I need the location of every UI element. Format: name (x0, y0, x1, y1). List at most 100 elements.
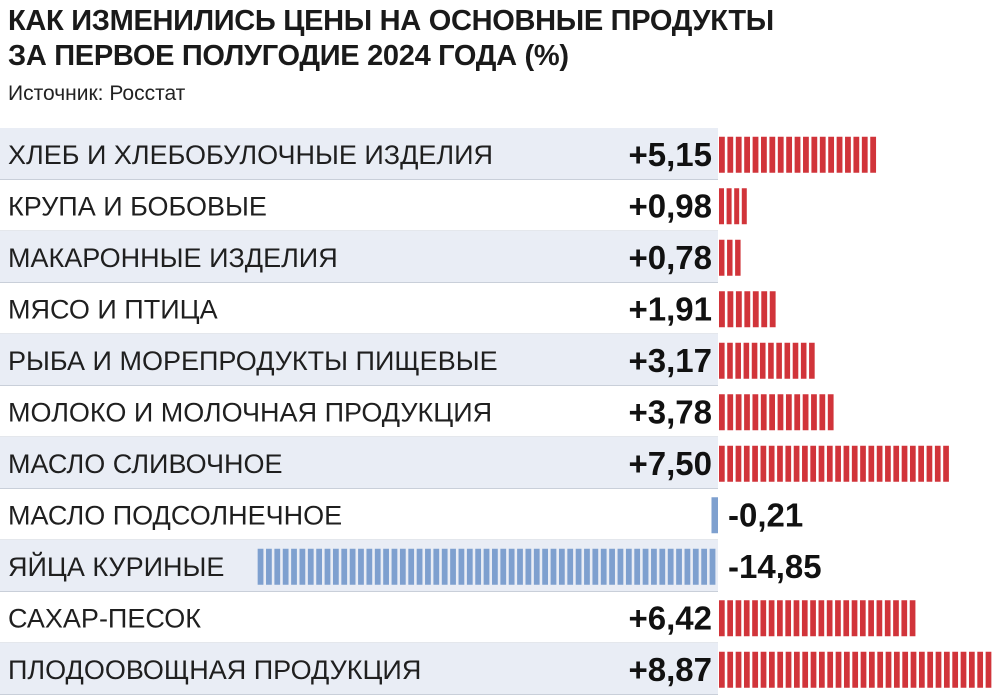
bar-9-segment (667, 548, 674, 585)
bar-9-segment (349, 548, 356, 585)
category-label-11: ПЛОДООВОЩНАЯ ПРОДУКЦИЯ (8, 655, 421, 685)
bar-6-segment (752, 394, 759, 431)
bar-7-segment (818, 445, 825, 482)
bar-5-segment (719, 342, 725, 379)
bar-7-segment (885, 445, 891, 482)
bar-9-segment (399, 548, 406, 585)
bar-11-segment (827, 651, 834, 688)
bar-9-segment (533, 548, 540, 585)
bar-9-segment (274, 548, 281, 585)
bar-10-segment (719, 600, 725, 637)
bar-9-segment (617, 548, 624, 585)
bar-2-segment (726, 188, 732, 225)
bar-11-segment (868, 651, 875, 688)
category-label-3: МАКАРОННЫЕ ИЗДЕЛИЯ (8, 243, 338, 273)
bar-1-segment (786, 136, 793, 173)
bar-9-segment (525, 548, 532, 585)
bar-9-segment (542, 548, 548, 585)
bar-9-segment (642, 548, 649, 585)
bar-6-segment (727, 394, 734, 431)
bar-9-segment (550, 548, 557, 585)
bar-6-segment (777, 394, 784, 431)
bar-9-segment (584, 548, 590, 585)
bar-8-segment (711, 497, 718, 534)
bar-9-segment (692, 548, 699, 585)
bar-10-segment (743, 600, 750, 637)
bar-5-segment (800, 342, 807, 379)
bar-1-segment (803, 136, 809, 173)
bar-4-segment (719, 291, 725, 328)
bar-10-segment (768, 600, 775, 637)
bar-9-segment (374, 548, 381, 585)
bar-11-segment (810, 651, 817, 688)
bar-10-segment (810, 600, 816, 637)
bar-2-segment (734, 188, 740, 225)
bar-9-segment (266, 548, 272, 585)
bar-10-segment (727, 600, 733, 637)
row-band-3 (0, 231, 718, 283)
bar-7-segment (727, 445, 734, 482)
bar-3-segment (735, 239, 741, 276)
bar-11-segment (727, 651, 734, 688)
bar-6-segment (819, 394, 826, 431)
bar-7-segment (785, 445, 792, 482)
bar-9-segment (492, 548, 498, 585)
bar-7-segment (793, 445, 800, 482)
bar-11 (719, 651, 992, 688)
bar-1-segment (761, 136, 767, 173)
bar-9-segment (291, 548, 297, 585)
category-label-8: МАСЛО ПОДСОЛНЕЧНОЕ (8, 500, 342, 530)
bar-7-segment (768, 445, 775, 482)
bar-10-segment (818, 600, 825, 637)
bar-5-segment (735, 342, 741, 379)
bar-10-segment (801, 600, 808, 637)
bar-5-segment (743, 342, 750, 379)
bar-11-segment (902, 651, 909, 688)
row-band-7 (0, 437, 718, 489)
bar-9-segment (634, 548, 641, 585)
value-label-1: +5,15 (629, 136, 713, 173)
bar-1-segment (819, 136, 826, 173)
chart-title-line-1: КАК ИЗМЕНИЛИСЬ ЦЕНЫ НА ОСНОВНЫЕ ПРОДУКТЫ (8, 5, 774, 37)
bar-11-segment (760, 651, 767, 688)
bar-3-segment (727, 239, 733, 276)
category-label-5: РЫБА И МОРЕПРОДУКТЫ ПИЩЕВЫЕ (8, 346, 498, 376)
bar-5-segment (776, 342, 782, 379)
bar-9-segment (408, 548, 415, 585)
value-label-3: +0,78 (629, 239, 713, 276)
bar-5-segment (759, 342, 766, 379)
bar-7-segment (868, 445, 875, 482)
value-label-5: +3,17 (629, 342, 713, 379)
bar-9-segment (324, 548, 331, 585)
bar-9-segment (508, 548, 515, 585)
bar-4-segment (752, 291, 759, 328)
bar-9-segment (307, 548, 314, 585)
bar-11-segment (943, 651, 950, 688)
bar-4 (719, 291, 776, 328)
value-label-6: +3,78 (629, 393, 713, 430)
bar-10-segment (876, 600, 883, 637)
bar-1-segment (727, 136, 734, 173)
value-label-2: +0,98 (629, 187, 713, 224)
bar-7-segment (893, 445, 900, 482)
bar-9 (257, 548, 716, 585)
bar-9-segment (299, 548, 306, 585)
bar-7-segment (752, 445, 758, 482)
bar-11-segment (752, 651, 759, 688)
bar-5-segment (751, 342, 758, 379)
value-label-4: +1,91 (629, 290, 713, 327)
bar-1-segment (777, 136, 784, 173)
row-band-11 (0, 643, 718, 695)
bar-4-segment (727, 291, 734, 328)
bar-11-segment (960, 651, 967, 688)
bar-9-segment (316, 548, 323, 585)
bar-10-segment (777, 600, 783, 637)
bar-9-segment (567, 548, 574, 585)
bar-7-segment (860, 445, 866, 482)
bar-5-segment (727, 342, 733, 379)
bar-7-segment (810, 445, 817, 482)
chart-title-line-2: ЗА ПЕРВОЕ ПОЛУГОДИЕ 2024 ГОДА (%) (8, 40, 569, 72)
bar-9-segment (517, 548, 523, 585)
bar-3 (719, 239, 741, 276)
